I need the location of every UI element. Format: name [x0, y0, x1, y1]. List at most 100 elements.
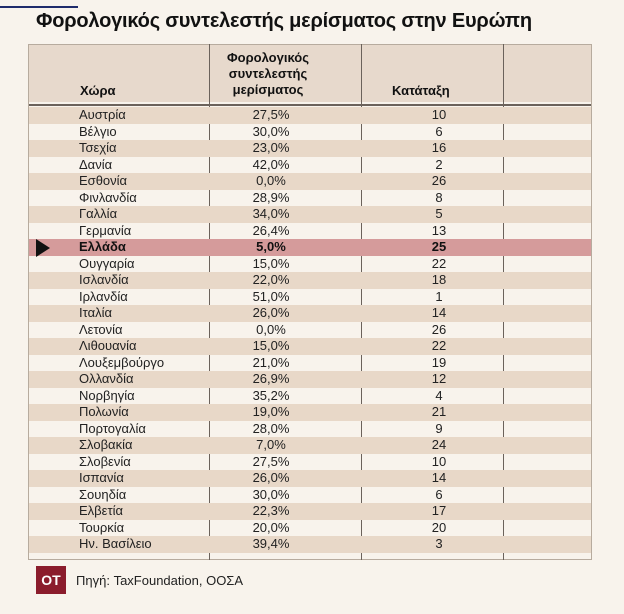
- cell-rate: 34,0%: [252, 206, 290, 221]
- cell-rate: 23,0%: [252, 140, 290, 155]
- header-divider: [29, 104, 591, 106]
- cell-rank: 6: [435, 486, 443, 502]
- table-row: Λουξεμβούργο 21,0% 19: [29, 355, 591, 372]
- cell-rate: 7,0%: [256, 437, 286, 452]
- header-country: Χώρα: [80, 83, 116, 98]
- cell-rate: 0,0%: [256, 321, 286, 337]
- cell-rate: 27,5%: [252, 453, 290, 469]
- table-row: Ιταλία 26,0% 14: [29, 305, 591, 322]
- cell-country: Ιταλία: [79, 305, 112, 320]
- cell-country: Σλοβενία: [79, 453, 131, 469]
- cell-rate: 30,0%: [252, 486, 290, 502]
- cell-rate: 21,0%: [252, 354, 290, 370]
- cell-country: Σλοβακία: [79, 437, 133, 452]
- cell-rank: 6: [435, 123, 443, 139]
- table-row: Σλοβακία 7,0% 24: [29, 437, 591, 454]
- cell-country: Φινλανδία: [79, 189, 137, 205]
- cell-rate: 15,0%: [252, 255, 290, 271]
- cell-country: Βέλγιο: [79, 123, 117, 139]
- logo: OT: [36, 566, 66, 594]
- cell-rank: 10: [431, 453, 447, 469]
- cell-rank: 21: [431, 404, 447, 419]
- cell-rank: 26: [431, 173, 447, 188]
- cell-country: Λιθουανία: [79, 338, 137, 353]
- cell-rank: 5: [435, 206, 443, 221]
- cell-rate: 42,0%: [252, 156, 290, 172]
- cell-rate: 28,9%: [252, 189, 290, 205]
- column-divider-1: [209, 44, 210, 560]
- table-row: Φινλανδία 28,9% 8: [29, 190, 591, 207]
- cell-country: Λουξεμβούργο: [79, 354, 165, 370]
- cell-rank: 12: [431, 371, 447, 386]
- cell-country: Λετονία: [79, 321, 123, 337]
- chart-title: Φορολογικός συντελεστής μερίσματος στην …: [36, 10, 532, 32]
- cell-country: Γερμανία: [79, 222, 132, 238]
- cell-rate: 5,0%: [256, 239, 286, 254]
- cell-country: Ελλάδα: [79, 239, 126, 254]
- cell-country: Ισπανία: [79, 470, 124, 485]
- table-row: Ιρλανδία 51,0% 1: [29, 289, 591, 306]
- table-row: Εσθονία 0,0% 26: [29, 173, 591, 190]
- cell-rank: 2: [435, 156, 443, 172]
- cell-rank: 22: [431, 338, 447, 353]
- table-row-highlighted: Ελλάδα 5,0% 25: [29, 239, 591, 256]
- cell-country: Πορτογαλία: [79, 420, 146, 436]
- cell-country: Γαλλία: [79, 206, 118, 221]
- table-row: Τσεχία 23,0% 16: [29, 140, 591, 157]
- table-row: Ελβετία 22,3% 17: [29, 503, 591, 520]
- table-row: Γαλλία 34,0% 5: [29, 206, 591, 223]
- cell-country: Τσεχία: [79, 140, 117, 155]
- header-rate: Φορολογικός συντελεστής μερίσματος: [227, 50, 309, 97]
- table-row: Πορτογαλία 28,0% 9: [29, 421, 591, 438]
- table-row: Ουγγαρία 15,0% 22: [29, 256, 591, 273]
- table-row: Νορβηγία 35,2% 4: [29, 388, 591, 405]
- table-header: [29, 45, 591, 102]
- table-row: Γερμανία 26,4% 13: [29, 223, 591, 240]
- table-row: Ισλανδία 22,0% 18: [29, 272, 591, 289]
- cell-rank: 10: [431, 107, 447, 122]
- source-note: Πηγή: TaxFoundation, ΟΟΣΑ: [76, 573, 244, 588]
- cell-rate: 26,0%: [252, 470, 290, 485]
- cell-rate: 19,0%: [252, 404, 290, 419]
- cell-rate: 26,0%: [252, 305, 290, 320]
- cell-rank: 13: [431, 222, 447, 238]
- highlight-arrow-icon: [36, 239, 50, 257]
- table-row: Ην. Βασίλειο 39,4% 3: [29, 536, 591, 553]
- table-row: Βέλγιο 30,0% 6: [29, 124, 591, 141]
- cell-rate: 22,0%: [252, 272, 290, 287]
- table-row: Τουρκία 20,0% 20: [29, 520, 591, 537]
- cell-rank: 25: [431, 239, 447, 254]
- cell-country: Νορβηγία: [79, 387, 135, 403]
- accent-line: [0, 6, 78, 8]
- cell-country: Ην. Βασίλειο: [79, 536, 152, 551]
- cell-rank: 22: [431, 255, 447, 271]
- cell-country: Εσθονία: [79, 173, 128, 188]
- cell-rate: 28,0%: [252, 420, 290, 436]
- cell-rank: 24: [431, 437, 447, 452]
- table-row: Σουηδία 30,0% 6: [29, 487, 591, 504]
- header-rank: Κατάταξη: [392, 83, 450, 98]
- column-divider-3: [503, 44, 504, 560]
- cell-rate: 39,4%: [252, 536, 290, 551]
- cell-rate: 0,0%: [256, 173, 286, 188]
- cell-country: Αυστρία: [79, 107, 126, 122]
- cell-rate: 22,3%: [252, 503, 290, 518]
- cell-rank: 20: [431, 519, 447, 535]
- cell-rate: 26,9%: [252, 371, 290, 386]
- table-row: Λιθουανία 15,0% 22: [29, 338, 591, 355]
- cell-rank: 8: [435, 189, 443, 205]
- table-row: Λετονία 0,0% 26: [29, 322, 591, 339]
- cell-rate: 51,0%: [252, 288, 290, 304]
- cell-country: Σουηδία: [79, 486, 127, 502]
- cell-rank: 18: [431, 272, 447, 287]
- cell-rank: 4: [435, 387, 443, 403]
- cell-rank: 1: [435, 288, 443, 304]
- cell-country: Ιρλανδία: [79, 288, 128, 304]
- cell-country: Πολωνία: [79, 404, 129, 419]
- cell-country: Ολλανδία: [79, 371, 134, 386]
- column-divider-2: [361, 44, 362, 560]
- cell-country: Ελβετία: [79, 503, 123, 518]
- cell-country: Ισλανδία: [79, 272, 129, 287]
- table-row: Σλοβενία 27,5% 10: [29, 454, 591, 471]
- cell-rank: 19: [431, 354, 447, 370]
